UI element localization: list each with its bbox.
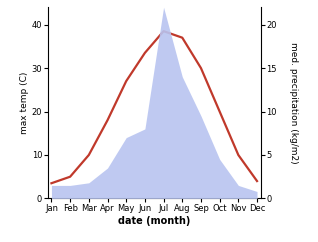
X-axis label: date (month): date (month): [118, 216, 190, 226]
Y-axis label: med. precipitation (kg/m2): med. precipitation (kg/m2): [289, 42, 298, 164]
Y-axis label: max temp (C): max temp (C): [20, 72, 29, 134]
